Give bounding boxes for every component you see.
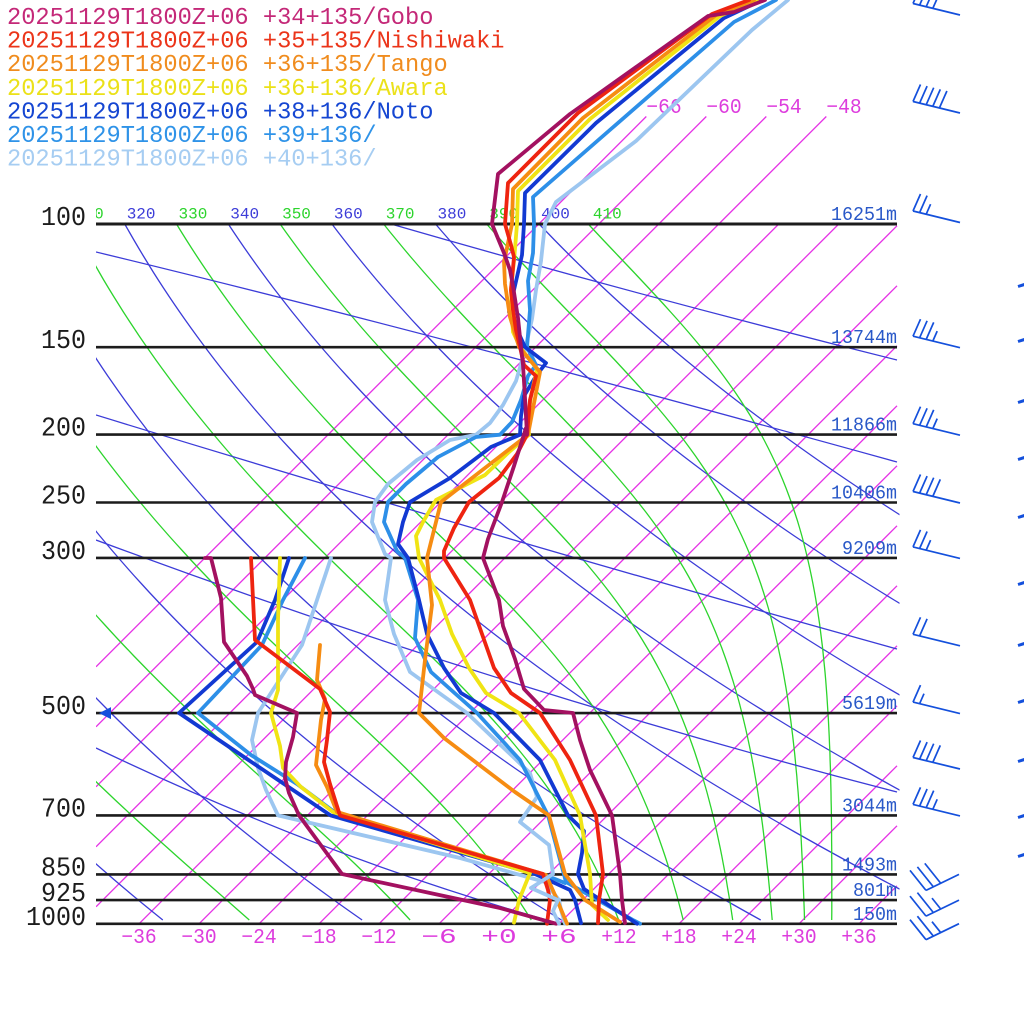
svg-text:801m: 801m [853, 880, 897, 902]
svg-text:−60: −60 [706, 97, 741, 120]
svg-text:330: 330 [179, 206, 208, 224]
svg-text:20251129T1800Z+06 +36+135/Tang: 20251129T1800Z+06 +36+135/Tango [7, 52, 448, 79]
svg-text:20251129T1800Z+06 +36+136/Awar: 20251129T1800Z+06 +36+136/Awara [7, 76, 448, 103]
svg-text:100: 100 [41, 204, 86, 234]
svg-text:−18: −18 [301, 927, 336, 950]
svg-text:+30: +30 [781, 927, 816, 950]
svg-text:−6: −6 [421, 927, 456, 950]
svg-text:370: 370 [386, 206, 415, 224]
svg-text:410: 410 [593, 206, 622, 224]
svg-text:380: 380 [438, 206, 467, 224]
svg-text:+0: +0 [481, 927, 516, 950]
svg-text:1000: 1000 [26, 904, 86, 934]
svg-text:−48: −48 [826, 97, 861, 120]
svg-text:250: 250 [41, 483, 86, 513]
svg-text:+36: +36 [841, 927, 876, 950]
svg-text:+6: +6 [541, 927, 576, 950]
svg-text:3044m: 3044m [842, 795, 897, 817]
svg-text:20251129T1800Z+06 +34+135/Gobo: 20251129T1800Z+06 +34+135/Gobo [7, 5, 433, 32]
svg-text:−54: −54 [766, 97, 801, 120]
svg-text:20251129T1800Z+06 +40+136/: 20251129T1800Z+06 +40+136/ [7, 147, 377, 174]
svg-text:13744m: 13744m [831, 327, 897, 349]
svg-text:1493m: 1493m [842, 854, 897, 876]
svg-text:300: 300 [41, 538, 86, 568]
svg-text:310: 310 [75, 206, 104, 224]
svg-text:500: 500 [41, 693, 86, 723]
svg-text:20251129T1800Z+06 +35+135/Nish: 20251129T1800Z+06 +35+135/Nishiwaki [7, 29, 505, 56]
svg-text:20251129T1800Z+06 +38+136/Noto: 20251129T1800Z+06 +38+136/Noto [7, 99, 433, 126]
svg-text:11866m: 11866m [831, 415, 897, 437]
svg-text:350: 350 [282, 206, 311, 224]
svg-text:+24: +24 [721, 927, 756, 950]
svg-text:360: 360 [334, 206, 363, 224]
svg-text:5619m: 5619m [842, 693, 897, 715]
svg-text:150m: 150m [853, 904, 897, 926]
svg-text:−30: −30 [181, 927, 216, 950]
svg-text:−24: −24 [241, 927, 276, 950]
svg-text:925: 925 [41, 880, 86, 910]
svg-text:340: 340 [230, 206, 259, 224]
svg-text:850: 850 [41, 854, 86, 884]
svg-text:16251m: 16251m [831, 204, 897, 226]
svg-text:−36: −36 [121, 927, 156, 950]
svg-text:200: 200 [41, 415, 86, 445]
svg-text:−66: −66 [646, 97, 681, 120]
svg-text:10406m: 10406m [831, 483, 897, 505]
svg-text:−12: −12 [361, 927, 396, 950]
svg-text:+18: +18 [661, 927, 696, 950]
svg-text:320: 320 [127, 206, 156, 224]
svg-text:150: 150 [41, 327, 86, 357]
svg-text:700: 700 [41, 795, 86, 825]
svg-text:9209m: 9209m [842, 538, 897, 560]
svg-text:+12: +12 [601, 927, 636, 950]
svg-text:20251129T1800Z+06 +39+136/: 20251129T1800Z+06 +39+136/ [7, 123, 377, 150]
